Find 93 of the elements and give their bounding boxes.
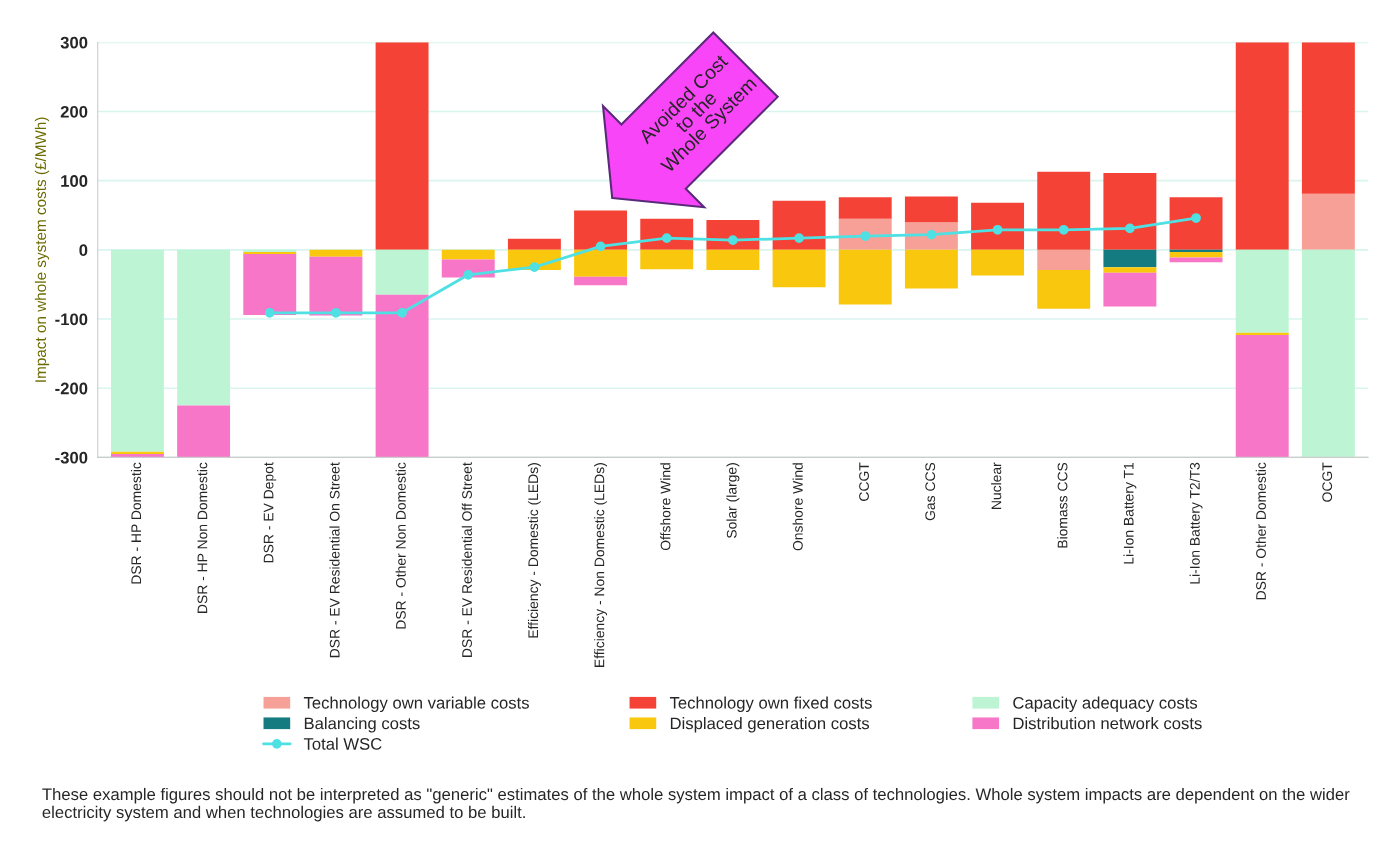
y-tick-label: 100 bbox=[61, 175, 88, 187]
point bbox=[595, 241, 606, 252]
x-tick-label: Li-Ion Battery T2/T3 bbox=[1189, 462, 1203, 584]
bar bbox=[1037, 249, 1091, 270]
text: These example figures should not be interpreted as "generic" estimates of the whole system impact of a class of technologies. Whole system impacts are dependent on the wider electricity system and when technologies are assumed to be built. bbox=[42, 787, 1350, 822]
bar bbox=[1235, 332, 1289, 335]
bar bbox=[640, 249, 694, 270]
bar bbox=[706, 249, 760, 270]
bar bbox=[1301, 193, 1355, 250]
point bbox=[926, 229, 937, 240]
x-tick-label: Li-Ion Battery T1 bbox=[1123, 462, 1137, 564]
bar bbox=[971, 202, 1025, 250]
x-tick-label: OCGT bbox=[1322, 462, 1333, 502]
x-tick-label: DSR - HP Domestic bbox=[130, 462, 142, 584]
x-tick-label: Solar (large) bbox=[726, 463, 740, 539]
x-tick-label: DSR - EV Residential On Street bbox=[329, 462, 340, 658]
bar bbox=[1235, 42, 1289, 250]
bar bbox=[375, 42, 429, 250]
bar bbox=[309, 249, 363, 257]
y-tick-label: 300 bbox=[60, 36, 88, 49]
bar bbox=[243, 254, 297, 315]
y-tick-label: 0 bbox=[79, 244, 88, 257]
legend-label: Total WSC bbox=[303, 737, 382, 750]
bar bbox=[1301, 42, 1355, 194]
bar bbox=[904, 249, 958, 289]
y-tick-label: -200 bbox=[55, 382, 88, 395]
point bbox=[794, 233, 804, 243]
point bbox=[1125, 223, 1135, 234]
x-tick-label: Offshore Wind bbox=[660, 463, 671, 551]
x-tick-label: Gas CCS bbox=[925, 462, 936, 521]
legend-label: Capacity adequacy costs bbox=[1013, 696, 1198, 713]
x-tick-label: Efficiency - Domestic (LEDs) bbox=[527, 463, 541, 638]
bar bbox=[1301, 249, 1355, 458]
point bbox=[1058, 224, 1069, 235]
point bbox=[529, 262, 540, 273]
bar bbox=[1103, 249, 1157, 268]
bar bbox=[309, 256, 363, 316]
legend-label: Technology own variable costs bbox=[303, 696, 529, 713]
bar bbox=[1169, 251, 1223, 258]
bar bbox=[838, 249, 892, 305]
x-tick-label: DSR - HP Non Domestic bbox=[197, 462, 208, 613]
bar bbox=[441, 249, 495, 260]
bar bbox=[375, 249, 429, 295]
bar bbox=[1169, 197, 1223, 250]
point bbox=[728, 235, 738, 246]
point bbox=[397, 307, 407, 318]
bar bbox=[772, 200, 826, 250]
bar bbox=[375, 294, 429, 458]
point bbox=[1191, 213, 1201, 223]
bar bbox=[772, 249, 826, 288]
bar bbox=[1037, 171, 1091, 250]
y-axis-title: Impact on whole system costs (£/MWh) bbox=[34, 117, 50, 382]
point bbox=[463, 269, 474, 280]
bar bbox=[110, 451, 164, 454]
bar bbox=[574, 249, 628, 277]
bar bbox=[1103, 173, 1157, 250]
y-tick-label: -100 bbox=[55, 313, 88, 326]
bar bbox=[574, 210, 628, 250]
x-tick-label: Efficiency - Non Domestic (LEDs) bbox=[594, 463, 608, 667]
x-tick-label: DSR - EV Depot bbox=[263, 462, 277, 563]
bar bbox=[838, 197, 892, 219]
x-tick-label: Nuclear bbox=[991, 462, 1002, 509]
bar bbox=[1037, 269, 1091, 309]
y-tick-label: -300 bbox=[55, 451, 88, 464]
bar bbox=[1103, 267, 1157, 273]
x-tick-label: Biomass CCS bbox=[1057, 462, 1068, 548]
point bbox=[264, 307, 275, 318]
point bbox=[860, 231, 871, 241]
bar bbox=[971, 249, 1025, 276]
bar bbox=[1103, 272, 1157, 307]
bar bbox=[904, 196, 958, 223]
bar bbox=[507, 238, 561, 250]
x-tick-label: DSR - EV Residential Off Street bbox=[461, 462, 472, 657]
legend-label: Distribution network costs bbox=[1013, 717, 1202, 730]
legend-label: Technology own fixed costs bbox=[669, 696, 872, 713]
x-tick-label: CCGT bbox=[859, 462, 869, 501]
bar bbox=[1235, 334, 1289, 458]
bar bbox=[177, 405, 231, 458]
x-tick-label: DSR - Other Non Domestic bbox=[395, 462, 406, 629]
bar bbox=[574, 276, 628, 286]
legend-label: Balancing costs bbox=[304, 717, 420, 733]
point bbox=[992, 224, 1003, 235]
bar bbox=[1169, 249, 1223, 252]
x-tick-label: DSR - Other Domestic bbox=[1255, 462, 1266, 600]
bar bbox=[1235, 249, 1289, 333]
bar bbox=[177, 249, 231, 406]
legend-label: Displaced generation costs bbox=[670, 717, 870, 733]
bar bbox=[1169, 257, 1223, 263]
bar bbox=[110, 249, 164, 452]
x-tick-label: Onshore Wind bbox=[792, 463, 803, 551]
y-tick-label: 200 bbox=[60, 105, 88, 118]
point bbox=[331, 307, 341, 318]
point bbox=[661, 233, 672, 243]
